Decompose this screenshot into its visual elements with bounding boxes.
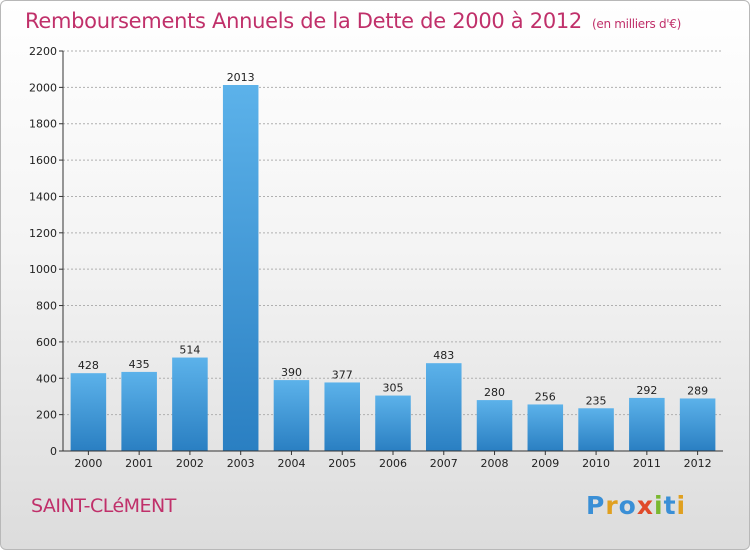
- x-tick-label-2008: 2008: [481, 457, 509, 470]
- bar-2000: [70, 373, 107, 451]
- y-tick-label: 2200: [29, 45, 57, 58]
- value-label-2008: 280: [484, 386, 505, 399]
- y-tick-label: 200: [36, 409, 57, 422]
- y-tick-label: 400: [36, 372, 57, 385]
- city-name: SAINT-CLéMENT: [31, 495, 176, 517]
- y-tick-label: 0: [50, 445, 57, 458]
- label-layer: 428 435 514 2013 390 377 305 483 280 256 235 292 289: [78, 71, 708, 407]
- y-tick-label: 2000: [29, 81, 57, 94]
- bar-2008: [476, 400, 513, 451]
- logo-letter: P: [586, 491, 606, 520]
- y-tick-label: 1200: [29, 227, 57, 240]
- bar-2009: [527, 404, 564, 451]
- y-tick-label: 800: [36, 300, 57, 313]
- y-tick-label: 1600: [29, 154, 57, 167]
- logo-letter: i: [654, 491, 664, 520]
- axis-layer: 0 200 400 600 800 1000 1200 1400 1600 1800 2000 220…: [29, 45, 723, 470]
- x-tick-label-2010: 2010: [582, 457, 610, 470]
- x-tick-label-2012: 2012: [684, 457, 712, 470]
- value-label-2004: 390: [281, 366, 302, 379]
- value-label-2000: 428: [78, 359, 99, 372]
- x-tick-label-2000: 2000: [74, 457, 102, 470]
- value-label-2011: 292: [636, 384, 657, 397]
- bar-2012: [679, 398, 716, 451]
- bar-2003: [222, 85, 259, 451]
- x-tick-label-2001: 2001: [125, 457, 153, 470]
- bar-layer: [70, 85, 716, 451]
- chart-title-text: Remboursements Annuels de la Dette de 20…: [25, 9, 582, 33]
- grid-layer: [63, 50, 723, 416]
- bar-2002: [172, 357, 208, 451]
- y-tick-label: 600: [36, 336, 57, 349]
- x-tick-label-2003: 2003: [227, 457, 255, 470]
- x-tick-label-2007: 2007: [430, 457, 458, 470]
- proxiti-logo[interactable]: Proxiti: [586, 491, 686, 520]
- bar-2007: [426, 363, 462, 451]
- logo-letter: t: [663, 491, 677, 520]
- bar-2010: [578, 408, 614, 451]
- value-label-2010: 235: [586, 394, 607, 407]
- x-tick-label-2004: 2004: [277, 457, 305, 470]
- logo-letter: x: [636, 491, 654, 520]
- x-tick-label-2009: 2009: [531, 457, 559, 470]
- chart-subtitle: (en milliers d'€): [592, 17, 682, 31]
- x-tick-label-2011: 2011: [633, 457, 661, 470]
- x-tick-label-2002: 2002: [176, 457, 204, 470]
- value-label-2006: 305: [383, 382, 404, 395]
- value-label-2002: 514: [179, 344, 200, 357]
- bar-2006: [375, 395, 411, 451]
- x-tick-label-2005: 2005: [328, 457, 356, 470]
- logo-letter: o: [618, 491, 637, 520]
- logo-letter: i: [676, 491, 687, 520]
- chart-title: Remboursements Annuels de la Dette de 20…: [25, 9, 681, 33]
- logo-letter: r: [605, 491, 619, 520]
- value-label-2009: 256: [535, 390, 556, 403]
- value-label-2003: 2013: [227, 71, 255, 84]
- bar-2004: [273, 380, 310, 451]
- value-label-2005: 377: [332, 368, 353, 381]
- y-tick-label: 1000: [29, 263, 57, 276]
- y-tick-label: 1800: [29, 118, 57, 131]
- value-label-2007: 483: [433, 349, 454, 362]
- bar-2011: [629, 397, 665, 451]
- value-label-2001: 435: [129, 358, 150, 371]
- value-label-2012: 289: [687, 384, 708, 397]
- x-tick-label-2006: 2006: [379, 457, 407, 470]
- bar-2001: [121, 371, 157, 451]
- bar-2005: [324, 382, 360, 451]
- y-tick-label: 1400: [29, 190, 57, 203]
